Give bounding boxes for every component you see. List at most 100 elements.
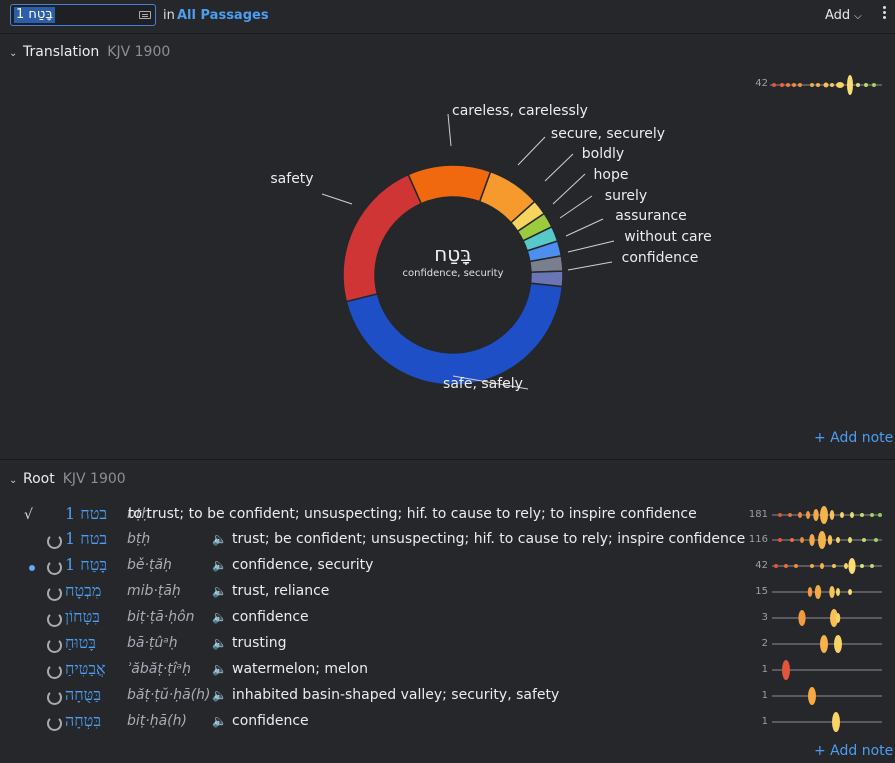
sparkline-mark [874, 538, 878, 542]
gloss-text: watermelon; melon [232, 661, 368, 677]
hebrew-lemma[interactable]: בטח 1 [65, 529, 108, 548]
search-input[interactable]: 1 בָּטַח [10, 4, 156, 26]
occurrence-sparkline[interactable] [772, 581, 884, 603]
lemma-icon [47, 612, 62, 627]
occurrence-sparkline[interactable] [772, 685, 884, 707]
root-row[interactable]: בִּטָּחוֹן biṭ·ṭā·ḥôn 🔈 confidence 3 [0, 607, 895, 633]
sparkline-mark [878, 513, 882, 517]
root-row[interactable]: בָּטַח 1 bě·ṭăḥ 🔈 confidence, security 42 [0, 555, 895, 581]
root-row[interactable]: מִבְטָח mib·ṭāḥ 🔈 trust, reliance 15 [0, 581, 895, 607]
translation-section-header[interactable]: ⌄ Translation KJV 1900 [9, 44, 170, 60]
transliteration: bṭḥ [127, 506, 151, 522]
chevron-down-icon[interactable]: ⌄ [9, 475, 18, 486]
donut-slice-safety[interactable] [342, 173, 423, 303]
occurrence-count: 15 [755, 586, 768, 597]
gloss-text: confidence, security [232, 557, 374, 573]
donut-slice-confidence[interactable] [529, 270, 564, 288]
speaker-icon[interactable]: 🔈 [212, 584, 227, 598]
section-title: Translation [23, 44, 100, 60]
speaker-icon[interactable]: 🔈 [212, 688, 227, 702]
donut-slice-careless-carelessly[interactable] [407, 164, 492, 205]
occurrence-sparkline[interactable] [772, 659, 884, 681]
root-row[interactable]: בָּטוּחַ bā·ṭûᵃḥ 🔈 trusting 2 [0, 633, 895, 659]
translation-add-note[interactable]: + Add note [814, 430, 894, 446]
speaker-icon[interactable]: 🔈 [212, 532, 227, 546]
speaker-icon[interactable]: 🔈 [212, 610, 227, 624]
speaker-icon[interactable]: 🔈 [212, 636, 227, 650]
slice-leader-line [567, 261, 613, 271]
transliteration: bṭḥ [127, 531, 151, 547]
sparkline-mark [809, 534, 815, 546]
sparkline-mark [800, 537, 804, 543]
hebrew-lemma[interactable]: בִּטָּחוֹן [65, 607, 101, 626]
transliteration: mib·ṭāḥ [127, 583, 181, 599]
chevron-down-icon: ⌵ [854, 11, 862, 22]
occurrence-sparkline[interactable] [772, 633, 884, 655]
keyboard-icon[interactable] [139, 11, 151, 19]
donut-slice-safe-safely[interactable] [345, 282, 564, 386]
sparkline-mark [808, 687, 816, 705]
chart-center-title: בָּטַח [434, 242, 472, 266]
sparkline-mark [820, 506, 828, 524]
occurrence-sparkline[interactable] [772, 504, 884, 526]
sparkline-mark [835, 613, 841, 623]
hebrew-lemma[interactable]: בָּטַח 1 [65, 555, 108, 574]
slice-leader-line [565, 218, 604, 237]
add-menu-button[interactable]: Add ⌵ [825, 8, 862, 23]
occurrence-count: 181 [748, 509, 768, 520]
sparkline-mark [784, 564, 788, 568]
scope-prefix: in [163, 8, 175, 23]
scope-link[interactable]: All Passages [177, 8, 269, 23]
root-add-note[interactable]: + Add note [814, 743, 894, 759]
slice-label: without care [624, 229, 711, 245]
speaker-icon[interactable]: 🔈 [212, 714, 227, 728]
sparkline-mark [807, 587, 813, 597]
sparkline-mark [836, 588, 840, 596]
chevron-down-icon[interactable]: ⌄ [9, 48, 18, 59]
root-row[interactable]: √ בטח 1 bṭḥ to trust; to be confident; unsu… [0, 504, 895, 530]
translation-donut-chart[interactable]: safe, safely safety careless, carelessly se… [0, 34, 895, 424]
search-value[interactable]: 1 בָּטַח [14, 7, 55, 23]
speaker-icon[interactable]: 🔈 [212, 662, 227, 676]
transliteration: bě·ṭăḥ [127, 557, 172, 573]
root-row[interactable]: בַּטֻּחָה băṭ·ṭŭ·ḥā(h) 🔈 inhabited basin-sh… [0, 685, 895, 711]
sparkline-mark [820, 563, 824, 569]
lemma-icon [47, 690, 62, 705]
speaker-icon[interactable]: 🔈 [212, 558, 227, 572]
slice-label: secure, securely [551, 126, 665, 142]
hebrew-lemma[interactable]: בַּטֻּחָה [65, 685, 102, 704]
sparkline-mark [870, 564, 874, 568]
more-options-icon[interactable] [883, 6, 887, 24]
root-row[interactable]: בִּטְחָה biṭ·ḥā(h) 🔈 confidence 1 [0, 711, 895, 737]
root-row[interactable]: אֲבַטִּיחַ ʾăbăṭ·ṭîᵃḥ 🔈 watermelon; melon 1 [0, 659, 895, 685]
sparkline-mark [832, 564, 836, 568]
translation-sparkline[interactable] [770, 72, 885, 98]
occurrence-sparkline[interactable] [772, 529, 884, 551]
sparkline-mark [829, 510, 835, 520]
root-section-header[interactable]: ⌄ Root KJV 1900 [9, 471, 126, 487]
gloss-text: trusting [232, 635, 287, 651]
occurrence-sparkline[interactable] [772, 711, 884, 733]
top-toolbar: 1 בָּטַח in All Passages Add ⌵ [0, 0, 895, 34]
slice-label: safe, safely [443, 376, 523, 392]
lemma-icon [47, 716, 62, 731]
chart-center-subtitle: confidence, security [402, 268, 503, 279]
section-version: KJV 1900 [62, 471, 126, 487]
hebrew-lemma[interactable]: בִּטְחָה [65, 711, 102, 730]
slice-leader-line [567, 240, 615, 253]
occurrence-sparkline[interactable] [772, 607, 884, 629]
add-label: Add [825, 8, 851, 23]
occurrence-sparkline[interactable] [772, 555, 884, 577]
hebrew-lemma[interactable]: בטח 1 [65, 504, 108, 523]
occurrence-count: 2 [761, 638, 768, 649]
root-icon: √ [24, 507, 33, 523]
transliteration: băṭ·ṭŭ·ḥā(h) [127, 687, 211, 703]
hebrew-lemma[interactable]: בָּטוּחַ [65, 633, 96, 652]
sparkline-mark [813, 509, 819, 521]
gloss-text: confidence [232, 713, 309, 729]
sparkline-mark [827, 535, 833, 545]
hebrew-lemma[interactable]: אֲבַטִּיחַ [65, 659, 106, 678]
root-row[interactable]: בטח 1 bṭḥ 🔈 trust; be confident; unsuspecti… [0, 529, 895, 555]
sparkline-mark [834, 635, 842, 653]
hebrew-lemma[interactable]: מִבְטָח [65, 581, 102, 600]
